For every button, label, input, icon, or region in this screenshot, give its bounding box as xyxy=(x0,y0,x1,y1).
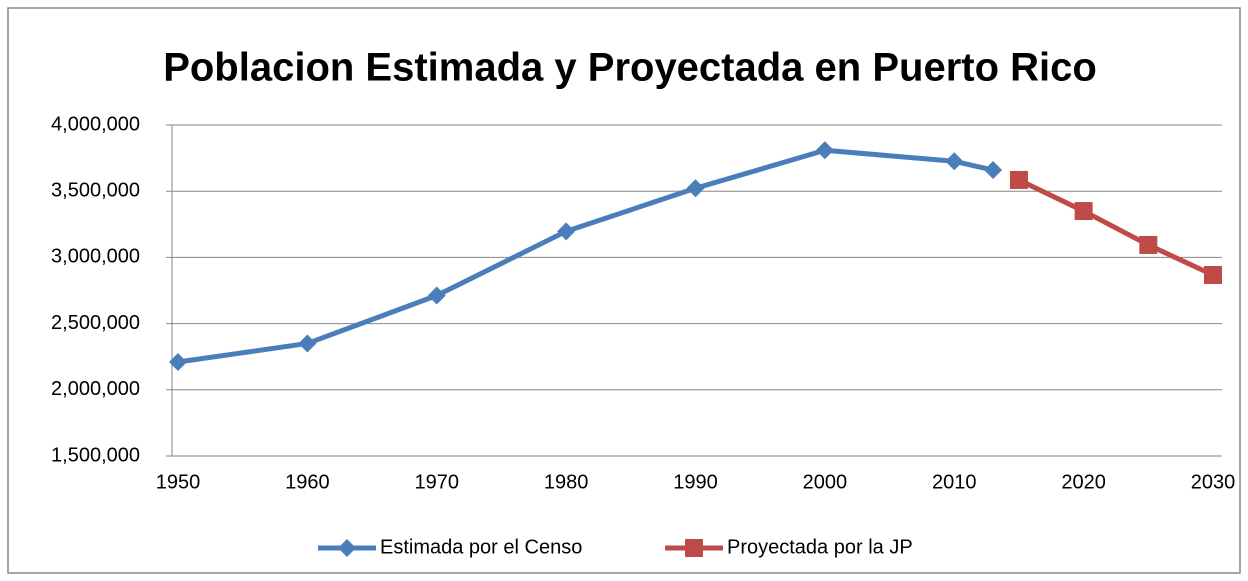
legend-marker xyxy=(685,539,703,557)
chart-border xyxy=(7,7,1241,574)
x-tick-label: 1950 xyxy=(156,471,201,493)
series-line xyxy=(1017,177,1215,278)
data-point xyxy=(1139,235,1158,254)
x-tick-label: 1980 xyxy=(544,471,589,493)
legend-label: Proyectada por la JP xyxy=(727,536,913,558)
data-point xyxy=(1009,170,1028,189)
y-tick-label: 2,500,000 xyxy=(51,312,140,334)
y-tick-label: 1,500,000 xyxy=(51,444,140,466)
x-tick-label: 2000 xyxy=(803,471,848,493)
legend-marker xyxy=(338,539,356,557)
x-tick-label: 2030 xyxy=(1191,471,1236,493)
chart-title: Poblacion Estimada y Proyectada en Puert… xyxy=(163,46,1097,90)
data-point xyxy=(686,179,705,198)
x-tick-label: 1960 xyxy=(285,471,330,493)
series-line xyxy=(177,147,994,365)
data-point xyxy=(984,161,1003,180)
data-point xyxy=(298,334,317,353)
y-tick-label: 2,000,000 xyxy=(51,378,140,400)
data-point xyxy=(427,286,446,305)
x-tick-label: 1970 xyxy=(415,471,460,493)
x-tick-label: 1990 xyxy=(673,471,718,493)
data-point xyxy=(169,352,187,371)
y-tick-label: 3,000,000 xyxy=(51,246,140,268)
data-point xyxy=(557,222,576,241)
data-point xyxy=(945,152,964,171)
x-tick-label: 2010 xyxy=(932,471,977,493)
data-point xyxy=(1204,266,1222,285)
legend-label: Estimada por el Censo xyxy=(380,536,582,558)
x-tick-label: 2020 xyxy=(1061,471,1106,493)
y-tick-label: 3,500,000 xyxy=(51,179,140,201)
data-point xyxy=(815,141,834,160)
data-point xyxy=(1074,202,1093,221)
y-tick-label: 4,000,000 xyxy=(51,113,140,135)
